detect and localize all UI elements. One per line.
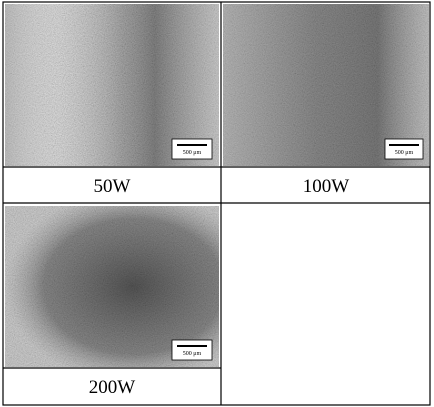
panel-label: 100W	[303, 176, 350, 197]
scale-bar-label: 500 μm	[183, 150, 202, 156]
panel-label: 200W	[89, 377, 136, 398]
micrograph	[5, 206, 219, 367]
scale-bar-label: 500 μm	[395, 150, 414, 156]
micrograph	[223, 4, 429, 166]
scale-bar: 500 μm	[384, 138, 424, 160]
scale-bar: 500 μm	[171, 138, 213, 160]
scale-bar-label: 500 μm	[183, 351, 202, 357]
panel-label: 50W	[94, 176, 131, 197]
micrograph	[5, 4, 219, 166]
scale-bar: 500 μm	[171, 339, 213, 361]
